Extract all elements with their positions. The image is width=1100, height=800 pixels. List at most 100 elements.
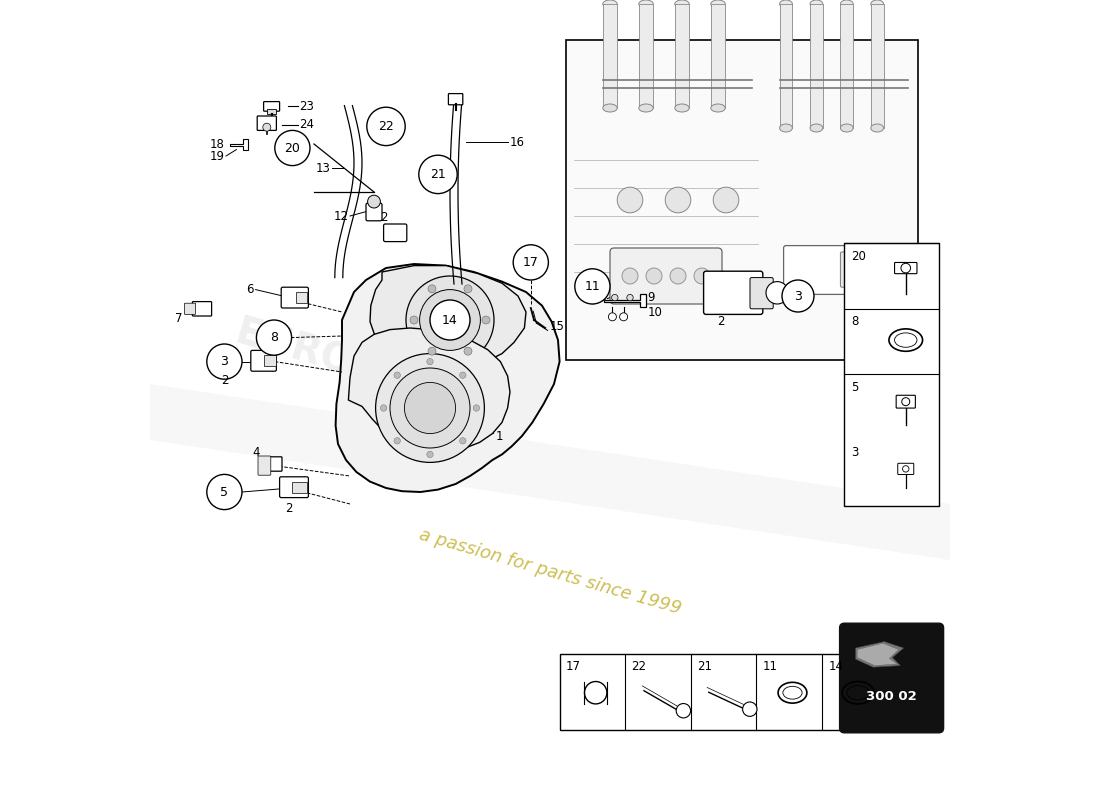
Circle shape <box>394 438 400 444</box>
Circle shape <box>394 372 400 378</box>
FancyBboxPatch shape <box>711 4 725 108</box>
Text: 3: 3 <box>850 446 858 459</box>
Polygon shape <box>150 384 950 560</box>
Text: 7: 7 <box>175 312 182 325</box>
Circle shape <box>646 268 662 284</box>
Polygon shape <box>370 266 526 368</box>
FancyBboxPatch shape <box>279 477 308 498</box>
Circle shape <box>514 245 549 280</box>
FancyBboxPatch shape <box>251 350 276 371</box>
Ellipse shape <box>674 0 690 8</box>
Text: 2: 2 <box>221 374 228 386</box>
Text: 9: 9 <box>648 291 656 304</box>
Circle shape <box>666 187 691 213</box>
FancyBboxPatch shape <box>840 252 866 287</box>
Circle shape <box>428 347 436 355</box>
Text: 11: 11 <box>584 280 601 293</box>
FancyBboxPatch shape <box>185 303 196 314</box>
Ellipse shape <box>711 0 725 8</box>
Polygon shape <box>230 139 248 150</box>
Text: 1: 1 <box>496 430 503 442</box>
FancyBboxPatch shape <box>845 243 938 506</box>
FancyBboxPatch shape <box>639 4 653 108</box>
Circle shape <box>263 123 271 131</box>
Ellipse shape <box>603 104 617 112</box>
Circle shape <box>419 290 481 350</box>
Ellipse shape <box>639 0 653 8</box>
Ellipse shape <box>871 124 883 132</box>
Circle shape <box>766 282 789 304</box>
FancyBboxPatch shape <box>704 271 762 314</box>
Circle shape <box>464 285 472 293</box>
Text: 17: 17 <box>522 256 539 269</box>
Circle shape <box>694 268 710 284</box>
FancyBboxPatch shape <box>871 4 883 128</box>
Text: 8: 8 <box>270 331 278 344</box>
FancyBboxPatch shape <box>258 456 271 475</box>
Circle shape <box>406 276 494 364</box>
Text: a passion for parts since 1999: a passion for parts since 1999 <box>417 526 683 618</box>
Circle shape <box>366 107 405 146</box>
FancyBboxPatch shape <box>896 395 915 408</box>
Polygon shape <box>604 294 646 307</box>
Circle shape <box>676 703 691 718</box>
Ellipse shape <box>674 104 690 112</box>
FancyBboxPatch shape <box>603 4 617 108</box>
Polygon shape <box>857 643 899 666</box>
FancyBboxPatch shape <box>192 302 211 316</box>
Text: 5: 5 <box>850 381 858 394</box>
Text: EUROSPARES: EUROSPARES <box>230 314 518 430</box>
Polygon shape <box>856 642 903 667</box>
FancyBboxPatch shape <box>610 248 722 304</box>
FancyBboxPatch shape <box>898 463 914 474</box>
Circle shape <box>575 269 611 304</box>
Ellipse shape <box>810 124 823 132</box>
FancyBboxPatch shape <box>810 4 823 128</box>
FancyBboxPatch shape <box>780 4 792 128</box>
Circle shape <box>432 302 468 338</box>
FancyBboxPatch shape <box>366 203 382 221</box>
Text: 14: 14 <box>828 660 844 673</box>
FancyBboxPatch shape <box>282 287 308 308</box>
Text: 4: 4 <box>253 446 260 458</box>
FancyBboxPatch shape <box>384 224 407 242</box>
Circle shape <box>428 285 436 293</box>
FancyBboxPatch shape <box>267 109 276 114</box>
Text: 5: 5 <box>220 486 229 498</box>
Ellipse shape <box>840 124 854 132</box>
Text: 11: 11 <box>762 660 778 673</box>
Circle shape <box>390 368 470 448</box>
Text: 3: 3 <box>794 290 802 302</box>
Text: 22: 22 <box>631 660 647 673</box>
Text: 19: 19 <box>209 150 224 162</box>
Text: 24: 24 <box>299 118 315 131</box>
Circle shape <box>427 451 433 458</box>
Text: 20: 20 <box>285 142 300 154</box>
Circle shape <box>473 405 480 411</box>
Ellipse shape <box>871 0 883 8</box>
Circle shape <box>460 438 466 444</box>
Circle shape <box>207 344 242 379</box>
Text: 17: 17 <box>566 660 581 673</box>
Circle shape <box>670 268 686 284</box>
FancyBboxPatch shape <box>560 654 888 730</box>
Ellipse shape <box>711 104 725 112</box>
Ellipse shape <box>639 104 653 112</box>
FancyBboxPatch shape <box>264 102 279 111</box>
FancyBboxPatch shape <box>264 355 276 366</box>
FancyBboxPatch shape <box>261 457 282 471</box>
Circle shape <box>419 155 458 194</box>
Circle shape <box>617 187 642 213</box>
Text: 8: 8 <box>850 315 858 328</box>
Text: 13: 13 <box>316 162 331 174</box>
Circle shape <box>256 320 292 355</box>
Ellipse shape <box>780 0 792 8</box>
Circle shape <box>608 313 616 321</box>
FancyBboxPatch shape <box>894 262 917 274</box>
Ellipse shape <box>780 124 792 132</box>
Text: 16: 16 <box>510 136 525 149</box>
Polygon shape <box>336 264 560 492</box>
Circle shape <box>367 195 381 208</box>
Circle shape <box>427 358 433 365</box>
Text: 6: 6 <box>246 283 254 296</box>
